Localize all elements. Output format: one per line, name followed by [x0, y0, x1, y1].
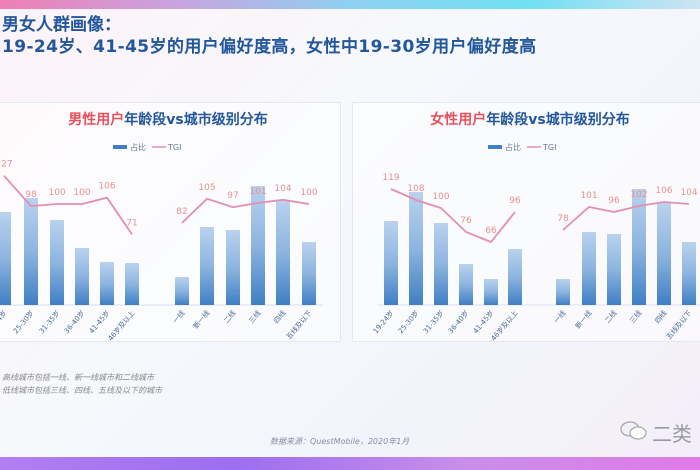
tgi-line: [562, 201, 690, 231]
tgi-data-label: 97: [227, 191, 238, 201]
x-tick-label: 41-45岁: [87, 309, 111, 336]
x-tick-label: 新一线: [573, 309, 593, 331]
x-tick-label: 36-40岁: [446, 309, 470, 336]
page-subtitle: 19-24岁、41-45岁的用户偏好度高，女性中19-30岁用户偏好度高: [2, 37, 537, 57]
tgi-data-label: 101: [580, 191, 597, 201]
tgi-line: [390, 188, 516, 244]
bottom-gradient-bar: [0, 457, 700, 470]
chart-title: 男性用户年龄段vs城市级别分布: [68, 111, 267, 128]
bar: [251, 186, 265, 305]
bar: [409, 192, 423, 305]
x-tick-label: 19-24岁: [371, 309, 395, 336]
x-tick-label: 31-35岁: [37, 309, 61, 336]
tgi-data-label: 98: [25, 190, 37, 200]
bar: [276, 200, 290, 305]
bar: [75, 248, 89, 305]
tgi-data-label: 100: [73, 188, 90, 198]
bar: [302, 242, 316, 305]
x-tick-label: 二线: [603, 309, 619, 326]
tgi-data-label: 96: [509, 196, 521, 206]
page-title: 男女人群画像：: [2, 15, 121, 35]
bar: [50, 220, 64, 305]
x-tick-label: 31-35岁: [421, 309, 445, 336]
bar: [200, 227, 214, 305]
note-line-1: 高线城市包括一线、新一线城市和二线城市: [2, 373, 154, 382]
x-tick-label: 一线: [552, 309, 568, 326]
bar: [682, 242, 696, 305]
tgi-data-label: 102: [630, 190, 647, 200]
tgi-data-label: 108: [407, 184, 424, 194]
watermark: 二类: [652, 422, 692, 446]
legend-bar-label: 占比: [505, 142, 521, 152]
bar: [0, 212, 11, 305]
tgi-data-label: 78: [557, 214, 569, 224]
bar: [226, 230, 240, 305]
tgi-data-label: 76: [460, 216, 472, 226]
tgi-data-label: 82: [176, 207, 187, 217]
x-tick-label: 新一线: [191, 309, 211, 331]
x-tick-label: 19-24岁: [0, 309, 9, 336]
x-tick-label: 36-40岁: [62, 309, 86, 336]
bar: [459, 264, 473, 305]
x-tick-label: 41-45岁: [471, 309, 495, 336]
tgi-data-label: 127: [0, 160, 13, 170]
x-tick-label: 三线: [247, 309, 263, 326]
bar: [484, 279, 498, 305]
x-tick-label: 三线: [628, 309, 644, 326]
data-source: 数据来源：QuestMobile，2020年1月: [270, 437, 410, 446]
x-tick-label: 四线: [653, 309, 669, 326]
bar: [434, 223, 448, 305]
legend-bar-label: 占比: [130, 142, 146, 152]
x-tick-label: 一线: [171, 309, 187, 326]
tgi-data-label: 119: [382, 173, 399, 183]
bar: [632, 189, 646, 305]
x-tick-label: 五线及以下: [284, 309, 313, 342]
tgi-line: [3, 175, 133, 235]
tgi-data-label: 100: [432, 192, 449, 202]
legend-line-label: TGI: [542, 143, 556, 152]
tgi-data-label: 96: [608, 196, 620, 206]
wechat-icon: [620, 421, 647, 440]
x-tick-label: 五线及以下: [664, 309, 693, 342]
bar: [175, 277, 189, 305]
legend-bar-swatch: [113, 145, 127, 149]
tgi-data-label: 106: [655, 186, 672, 196]
legend-bar-swatch: [488, 145, 502, 149]
note-line-2: 低线城市包括三线、四线、五线及以下的城市: [2, 386, 162, 395]
tgi-data-label: 66: [485, 226, 497, 236]
chart-title: 女性用户年龄段vs城市级别分布: [430, 111, 629, 128]
tgi-data-label: 101: [249, 187, 266, 197]
bar: [582, 232, 596, 305]
tgi-data-label: 100: [300, 188, 317, 198]
bar: [657, 203, 671, 305]
bar: [24, 198, 38, 305]
tgi-line: [181, 197, 310, 224]
legend-line-label: TGI: [167, 143, 181, 152]
bar: [556, 279, 570, 305]
tgi-data-label: 104: [274, 184, 291, 194]
tgi-data-label: 106: [98, 182, 115, 192]
tgi-data-label: 100: [48, 188, 65, 198]
bar: [100, 262, 114, 305]
bar: [384, 221, 398, 305]
tgi-data-label: 105: [198, 183, 215, 193]
bar: [607, 234, 621, 305]
tgi-data-label: 104: [680, 188, 697, 198]
x-tick-label: 25-30岁: [396, 309, 420, 336]
x-tick-label: 二线: [222, 309, 238, 326]
tgi-data-label: 71: [126, 218, 137, 228]
x-tick-label: 25-30岁: [11, 309, 35, 336]
bar: [125, 263, 139, 305]
top-gradient-bar: [0, 0, 700, 9]
x-tick-label: 四线: [272, 309, 288, 326]
bar: [508, 249, 522, 305]
